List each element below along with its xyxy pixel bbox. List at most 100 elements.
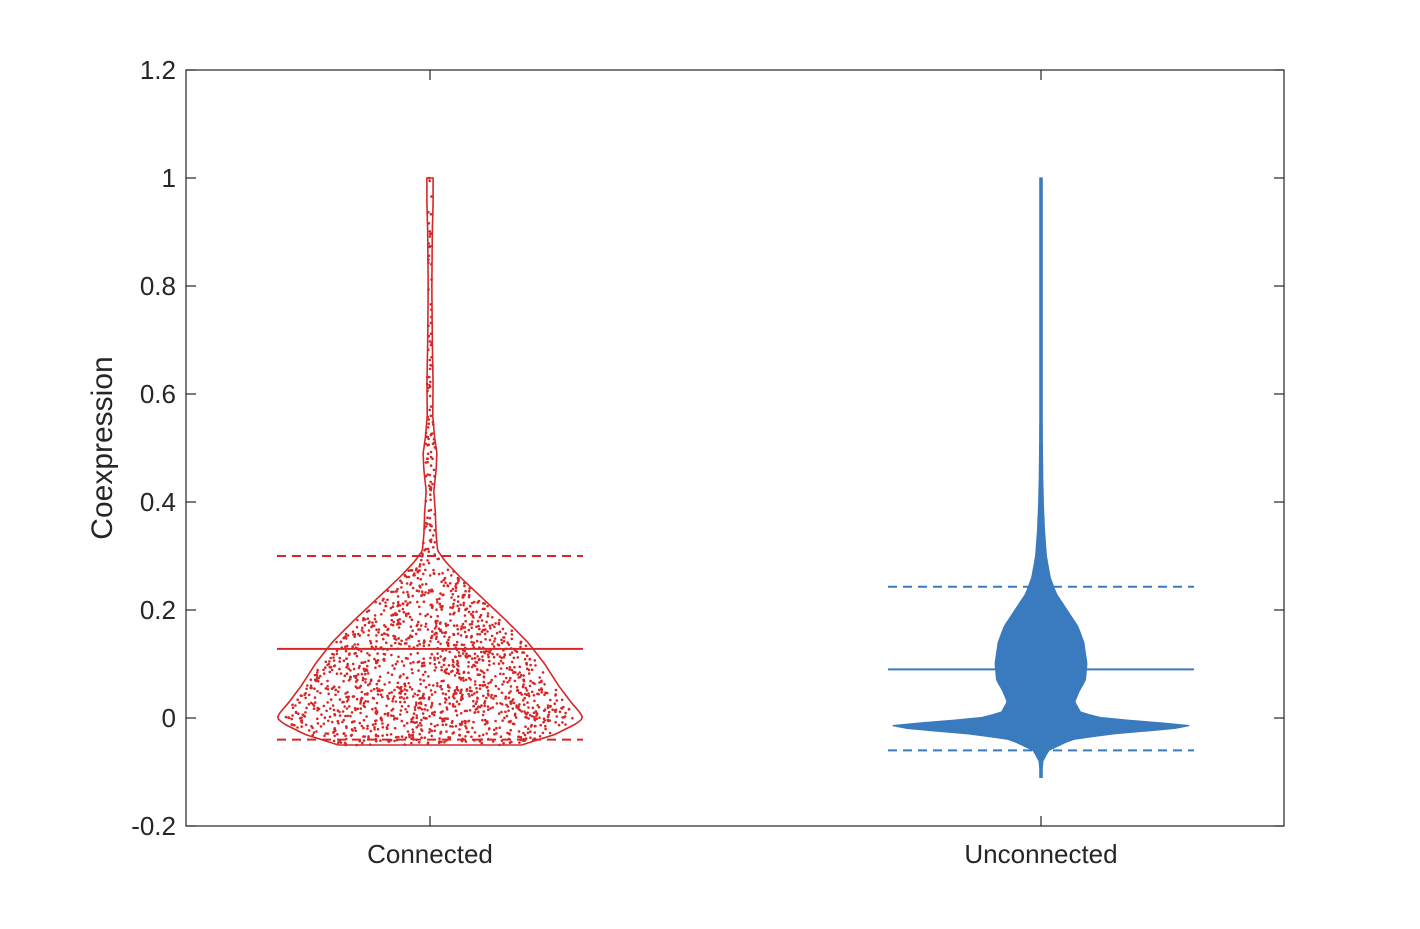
data-point bbox=[488, 663, 491, 667]
data-point bbox=[322, 704, 326, 708]
data-point bbox=[478, 683, 482, 687]
data-point bbox=[518, 671, 521, 674]
data-point bbox=[547, 713, 550, 717]
data-point bbox=[361, 626, 364, 630]
data-point bbox=[452, 665, 456, 669]
data-point bbox=[468, 604, 472, 608]
data-point bbox=[393, 688, 396, 692]
data-point bbox=[447, 672, 451, 675]
data-point bbox=[330, 720, 334, 724]
data-point bbox=[353, 726, 357, 730]
data-point bbox=[465, 687, 469, 691]
data-point bbox=[422, 692, 425, 696]
data-point bbox=[409, 662, 412, 665]
data-point bbox=[507, 696, 511, 700]
data-point bbox=[516, 673, 520, 676]
data-point bbox=[485, 696, 488, 700]
data-point bbox=[478, 673, 482, 676]
data-point bbox=[464, 620, 468, 623]
data-point bbox=[519, 736, 523, 739]
data-point bbox=[366, 672, 370, 675]
data-point bbox=[398, 604, 402, 607]
data-point bbox=[427, 675, 430, 678]
data-point bbox=[453, 696, 456, 700]
data-point bbox=[336, 709, 340, 712]
data-point bbox=[399, 579, 402, 582]
data-point bbox=[555, 699, 559, 702]
data-point bbox=[511, 698, 515, 701]
data-point bbox=[374, 620, 378, 623]
data-point bbox=[481, 733, 485, 737]
data-point bbox=[527, 706, 530, 709]
data-point bbox=[412, 660, 415, 664]
data-point bbox=[404, 708, 407, 711]
data-point bbox=[361, 741, 364, 745]
data-point bbox=[411, 695, 415, 698]
data-point bbox=[408, 685, 412, 689]
data-point bbox=[296, 698, 300, 701]
data-point bbox=[538, 688, 541, 692]
data-point bbox=[415, 701, 418, 704]
data-point bbox=[392, 590, 395, 594]
data-point bbox=[473, 731, 477, 734]
data-point bbox=[346, 690, 349, 694]
data-point bbox=[452, 612, 455, 616]
data-point bbox=[477, 705, 480, 708]
data-point bbox=[476, 619, 480, 623]
data-point bbox=[441, 719, 444, 723]
data-point bbox=[488, 727, 491, 730]
data-point bbox=[406, 593, 410, 596]
data-point bbox=[326, 679, 329, 683]
data-point bbox=[348, 652, 351, 655]
data-point bbox=[531, 706, 535, 710]
data-point bbox=[506, 705, 510, 708]
data-point bbox=[316, 722, 320, 725]
data-point bbox=[362, 735, 365, 738]
data-point bbox=[405, 710, 409, 714]
data-point bbox=[417, 620, 420, 624]
data-point bbox=[436, 601, 439, 604]
data-point bbox=[426, 708, 429, 712]
data-point bbox=[487, 708, 490, 711]
data-point bbox=[366, 664, 369, 668]
data-point bbox=[315, 673, 318, 677]
data-point bbox=[491, 706, 495, 709]
data-point bbox=[495, 631, 499, 635]
data-point bbox=[481, 658, 484, 662]
data-point bbox=[555, 715, 559, 718]
data-point bbox=[409, 625, 413, 628]
data-point bbox=[359, 707, 363, 710]
data-point bbox=[422, 657, 426, 660]
data-point bbox=[398, 676, 402, 679]
data-point bbox=[386, 589, 390, 593]
violin-outline bbox=[276, 177, 584, 746]
data-point bbox=[377, 631, 380, 634]
data-point bbox=[547, 710, 551, 714]
data-point bbox=[540, 690, 543, 694]
data-point bbox=[421, 712, 425, 715]
data-point bbox=[398, 696, 402, 699]
data-point bbox=[499, 672, 502, 676]
data-point bbox=[391, 700, 394, 703]
data-point bbox=[332, 659, 336, 662]
data-point bbox=[407, 612, 410, 615]
data-point bbox=[502, 680, 506, 683]
data-point bbox=[523, 696, 526, 700]
data-point bbox=[430, 432, 434, 435]
data-point bbox=[531, 715, 534, 718]
data-point bbox=[339, 741, 343, 744]
data-point bbox=[312, 707, 316, 710]
data-point bbox=[485, 732, 489, 735]
data-point bbox=[446, 584, 450, 588]
data-point bbox=[429, 332, 433, 336]
data-point bbox=[462, 670, 466, 674]
data-point bbox=[309, 686, 312, 690]
y-tick-label: 0.6 bbox=[140, 379, 176, 409]
data-point bbox=[463, 709, 467, 713]
data-point bbox=[486, 668, 489, 672]
data-point bbox=[358, 721, 362, 725]
data-point bbox=[323, 716, 327, 719]
data-point bbox=[350, 711, 354, 714]
data-point bbox=[404, 656, 408, 660]
data-point bbox=[427, 242, 431, 245]
